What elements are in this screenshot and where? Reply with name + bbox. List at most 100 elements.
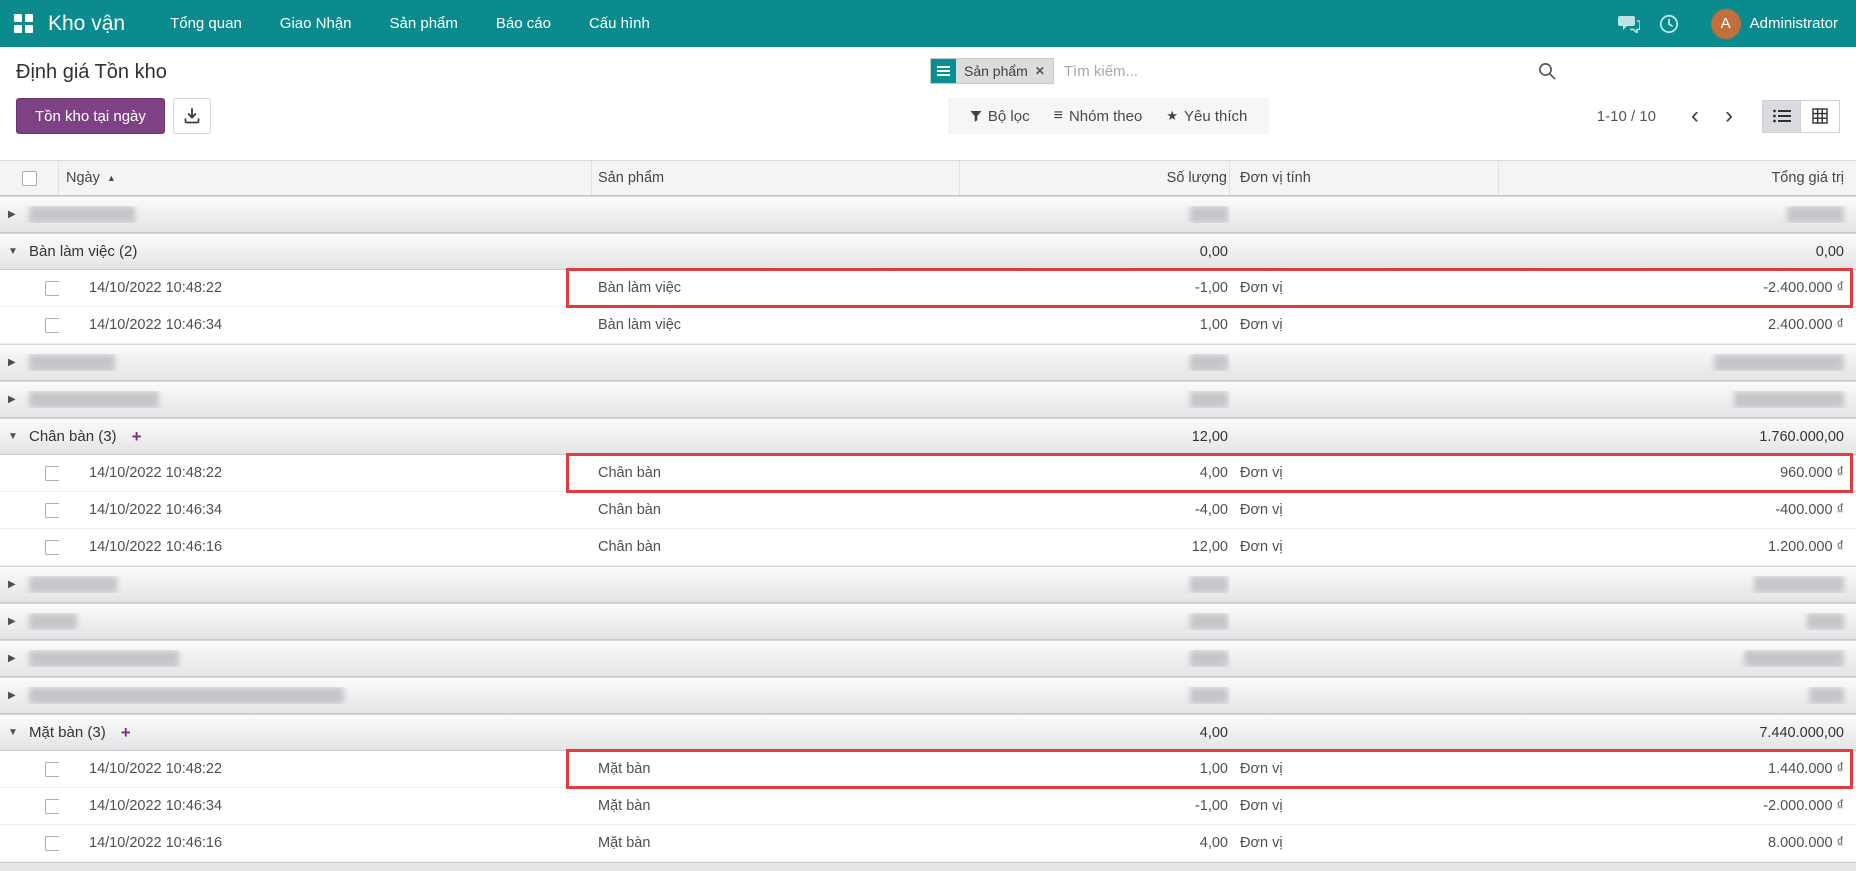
search-icon[interactable]	[1538, 62, 1556, 80]
activities-clock-icon[interactable]	[1649, 14, 1689, 34]
column-header-product[interactable]: Sản phẩm	[592, 161, 960, 195]
cell-uom: Đơn vị	[1240, 502, 1283, 518]
pager-previous-icon[interactable]: ‹	[1691, 102, 1699, 129]
redacted-group-name	[29, 576, 117, 593]
column-header-quantity[interactable]: Số lượng	[960, 161, 1230, 195]
user-menu[interactable]: Administrator	[1749, 15, 1838, 32]
row-checkbox[interactable]	[45, 761, 59, 777]
redacted-total	[1734, 391, 1844, 408]
pivot-view-button[interactable]	[1801, 99, 1840, 133]
group-total-value	[1499, 613, 1856, 630]
table-row[interactable]: 14/10/2022 10:46:34 Chân bàn -4,00 Đơn vị -4…	[0, 492, 1856, 529]
group-row[interactable]: ▼ Chân bàn (3) +12,00 1.760.000,00	[0, 418, 1856, 455]
group-by-button[interactable]: ≡ Nhóm theo	[1046, 107, 1151, 125]
row-checkbox[interactable]	[45, 835, 59, 851]
redacted-group-name	[29, 687, 344, 704]
group-total-value	[1499, 206, 1856, 223]
collapsed-group-row[interactable]: ▶	[0, 196, 1856, 233]
group-label-cell: ▶	[0, 206, 960, 223]
cell-product: Bàn làm việc	[598, 280, 682, 296]
collapsed-group-row[interactable]: ▶	[0, 603, 1856, 640]
cell-uom: Đơn vị	[1240, 280, 1283, 296]
redacted-quantity	[1190, 576, 1228, 593]
pager-next-icon[interactable]: ›	[1725, 102, 1733, 129]
filters-button[interactable]: Bộ lọc	[962, 108, 1038, 125]
table-row[interactable]: 14/10/2022 10:46:34 Mặt bàn -1,00 Đơn vị -2.…	[0, 788, 1856, 825]
add-record-icon[interactable]: +	[131, 426, 142, 446]
favorites-button[interactable]: ★ Yêu thích	[1158, 108, 1255, 125]
cell-total-value: -2.000.000 ₫	[1763, 798, 1844, 814]
group-label-cell: ▶	[0, 613, 960, 630]
table-body: ▶ ▼ Bàn làm việc (2) 0,00 0,00 14/10/2022 10:…	[0, 196, 1856, 862]
row-checkbox[interactable]	[45, 280, 59, 296]
table-row[interactable]: 14/10/2022 10:48:22 Chân bàn 4,00 Đơn vị 960…	[0, 453, 1856, 493]
inventory-at-date-button[interactable]: Tồn kho tại ngày	[16, 98, 165, 134]
row-select-cell	[0, 539, 59, 555]
messages-icon[interactable]	[1609, 15, 1649, 33]
caret-right-icon: ▶	[8, 690, 16, 701]
row-checkbox[interactable]	[45, 465, 59, 481]
table-row[interactable]: 14/10/2022 10:46:16 Mặt bàn 4,00 Đơn vị 8.00…	[0, 825, 1856, 862]
nav-item-giao-nhan[interactable]: Giao Nhận	[279, 15, 352, 32]
column-header-date[interactable]: Ngày ▲	[59, 161, 592, 195]
facet-remove-icon[interactable]: ✕	[1032, 59, 1053, 83]
cell-quantity: 12,00	[1191, 539, 1228, 555]
add-record-icon[interactable]: +	[120, 722, 131, 742]
group-quantity	[960, 687, 1230, 704]
row-checkbox[interactable]	[45, 317, 59, 333]
select-all-checkbox[interactable]	[22, 170, 37, 186]
star-icon: ★	[1166, 108, 1178, 123]
column-header-uom[interactable]: Đơn vị tính	[1230, 161, 1499, 195]
nav-item-san-pham[interactable]: Sản phẩm	[389, 15, 458, 32]
cell-uom: Đơn vị	[1240, 835, 1283, 851]
nav-item-cau-hinh[interactable]: Cấu hình	[588, 15, 650, 32]
group-quantity: 4,00	[1199, 724, 1228, 741]
row-select-cell	[0, 761, 59, 777]
cell-date: 14/10/2022 10:46:34	[89, 798, 223, 814]
group-total-value: 7.440.000,00	[1759, 724, 1844, 741]
facet-label: Sản phẩm	[956, 59, 1033, 83]
group-label-cell: ▶	[0, 650, 960, 667]
collapsed-group-row[interactable]: ▶	[0, 381, 1856, 418]
search-input[interactable]	[1053, 62, 1538, 80]
table-row[interactable]: 14/10/2022 10:48:22 Bàn làm việc -1,00 Đơn …	[0, 268, 1856, 308]
group-row[interactable]: ▼ Bàn làm việc (2) 0,00 0,00	[0, 233, 1856, 270]
group-by-facet-icon	[931, 59, 956, 83]
page-title: Định giá Tồn kho	[16, 61, 167, 83]
user-avatar[interactable]: A	[1710, 8, 1741, 39]
collapsed-group-row[interactable]: ▶	[0, 566, 1856, 603]
redacted-total	[1754, 576, 1844, 593]
collapsed-group-row[interactable]: ▶	[0, 344, 1856, 381]
collapsed-group-row[interactable]: ▶	[0, 640, 1856, 677]
row-checkbox[interactable]	[45, 798, 59, 814]
row-checkbox[interactable]	[45, 539, 59, 555]
group-row[interactable]: ▼ Mặt bàn (3) +4,00 7.440.000,00	[0, 714, 1856, 751]
table-row[interactable]: 14/10/2022 10:48:22 Mặt bàn 1,00 Đơn vị 1.44…	[0, 749, 1856, 789]
group-total-value: 1.760.000,00	[1759, 428, 1844, 445]
caret-down-icon: ▼	[8, 431, 18, 442]
group-total-value	[1499, 687, 1856, 704]
download-icon	[184, 108, 200, 124]
table-row[interactable]: 14/10/2022 10:46:34 Bàn làm việc 1,00 Đơn v…	[0, 307, 1856, 344]
group-label: Chân bàn (3)	[29, 428, 117, 445]
cell-total-value: 2.400.000 ₫	[1768, 317, 1844, 333]
app-name[interactable]: Kho vận	[48, 11, 126, 35]
group-label-cell: ▶	[0, 687, 960, 704]
nav-item-bao-cao[interactable]: Báo cáo	[495, 15, 551, 32]
search-bar: Sản phẩm ✕	[930, 56, 1556, 86]
table-row[interactable]: 14/10/2022 10:46:16 Chân bàn 12,00 Đơn vị 1.…	[0, 529, 1856, 566]
top-navbar: Kho vận Tổng quan Giao Nhận Sản phẩm Báo…	[0, 0, 1856, 47]
group-label-cell: ▶	[0, 391, 960, 408]
group-total-value	[1499, 391, 1856, 408]
cell-uom: Đơn vị	[1240, 539, 1283, 555]
list-view-button[interactable]	[1762, 99, 1801, 133]
control-panel: Định giá Tồn kho Sản phẩm ✕ Tồn kho tại …	[0, 47, 1856, 160]
nav-item-tong-quan[interactable]: Tổng quan	[170, 15, 242, 32]
export-button[interactable]	[172, 98, 211, 134]
redacted-total	[1744, 650, 1844, 667]
collapsed-group-row[interactable]: ▶	[0, 677, 1856, 714]
redacted-group-name	[29, 391, 159, 408]
apps-menu-icon[interactable]	[0, 0, 46, 47]
row-checkbox[interactable]	[45, 502, 59, 518]
column-header-total-value[interactable]: Tổng giá trị	[1771, 170, 1844, 186]
